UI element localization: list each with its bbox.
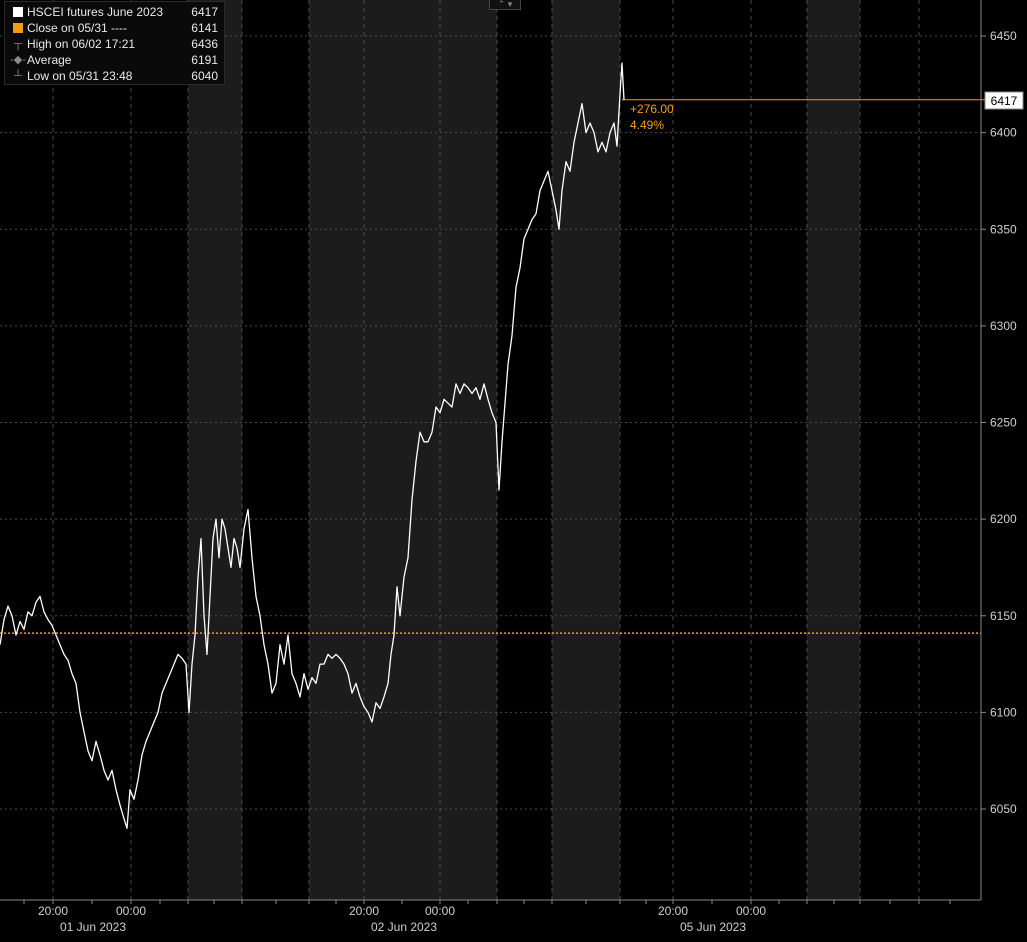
legend-value: 6417 <box>191 5 218 19</box>
y-tick-label: 6100 <box>990 705 1017 719</box>
legend-label: Low on 05/31 23:48 <box>27 69 133 83</box>
session-band <box>309 0 497 900</box>
chart-tools-icon[interactable]: ⌃ ▾ <box>489 0 521 10</box>
white-square-icon <box>11 5 25 19</box>
y-tick-label: 6450 <box>990 29 1017 43</box>
x-date-label: 01 Jun 2023 <box>60 920 126 934</box>
legend-label: HSCEI futures June 2023 <box>27 5 164 19</box>
legend-value: 6436 <box>191 37 218 51</box>
x-date-label: 05 Jun 2023 <box>680 920 746 934</box>
low-marker-icon: ┴ <box>14 70 22 82</box>
series-line-hscei <box>0 62 625 829</box>
x-date-label: 02 Jun 2023 <box>371 920 437 934</box>
x-tick-label: 20:00 <box>38 904 68 918</box>
x-tick-label: 00:00 <box>116 904 146 918</box>
y-tick-label: 6350 <box>990 222 1017 236</box>
session-shading-layer <box>188 0 860 900</box>
y-tick-label: 6250 <box>990 416 1017 430</box>
legend-item-series[interactable]: HSCEI futures June 2023 6417 <box>11 4 224 20</box>
legend-item-average[interactable]: -◆- Average 6191 <box>10 52 224 68</box>
last-price-tag-text: 6417 <box>991 94 1018 108</box>
legend-label: Average <box>27 53 72 67</box>
legend-value: 6191 <box>191 53 218 67</box>
x-tick-label: 00:00 <box>736 904 766 918</box>
legend-label: Close on 05/31 ---- <box>27 21 128 35</box>
high-marker-icon: ┬ <box>14 38 22 50</box>
reference-layer <box>0 99 985 634</box>
legend-item-low[interactable]: ┴ Low on 05/31 23:48 6040 <box>11 68 224 84</box>
legend-item-close[interactable]: Close on 05/31 ---- 6141 <box>11 20 224 36</box>
y-tick-label: 6400 <box>990 126 1017 140</box>
annotation-layer: +276.00 4.49% 6417 <box>630 91 1024 132</box>
chart-legend: HSCEI futures June 2023 6417 Close on 05… <box>4 1 225 85</box>
session-band <box>807 0 860 900</box>
legend-value: 6040 <box>191 69 218 83</box>
legend-value: 6141 <box>191 21 218 35</box>
x-tick-label: 20:00 <box>349 904 379 918</box>
change-abs-label: +276.00 <box>630 102 674 116</box>
y-tick-label: 6150 <box>990 609 1017 623</box>
y-tick-label: 6300 <box>990 319 1017 333</box>
change-pct-label: 4.49% <box>630 118 664 132</box>
session-band <box>188 0 242 900</box>
average-marker-icon: -◆- <box>10 54 26 66</box>
legend-item-high[interactable]: ┬ High on 06/02 17:21 6436 <box>11 36 224 52</box>
y-tick-label: 6200 <box>990 512 1017 526</box>
legend-label: High on 06/02 17:21 <box>27 37 136 51</box>
y-tick-label: 6050 <box>990 802 1017 816</box>
session-band <box>552 0 620 900</box>
x-tick-label: 00:00 <box>425 904 455 918</box>
x-tick-label: 20:00 <box>658 904 688 918</box>
orange-square-icon <box>11 21 25 35</box>
last-price-tag-box <box>984 91 1024 110</box>
last-price-tag: 6417 <box>984 91 1024 110</box>
series-layer <box>0 62 625 829</box>
